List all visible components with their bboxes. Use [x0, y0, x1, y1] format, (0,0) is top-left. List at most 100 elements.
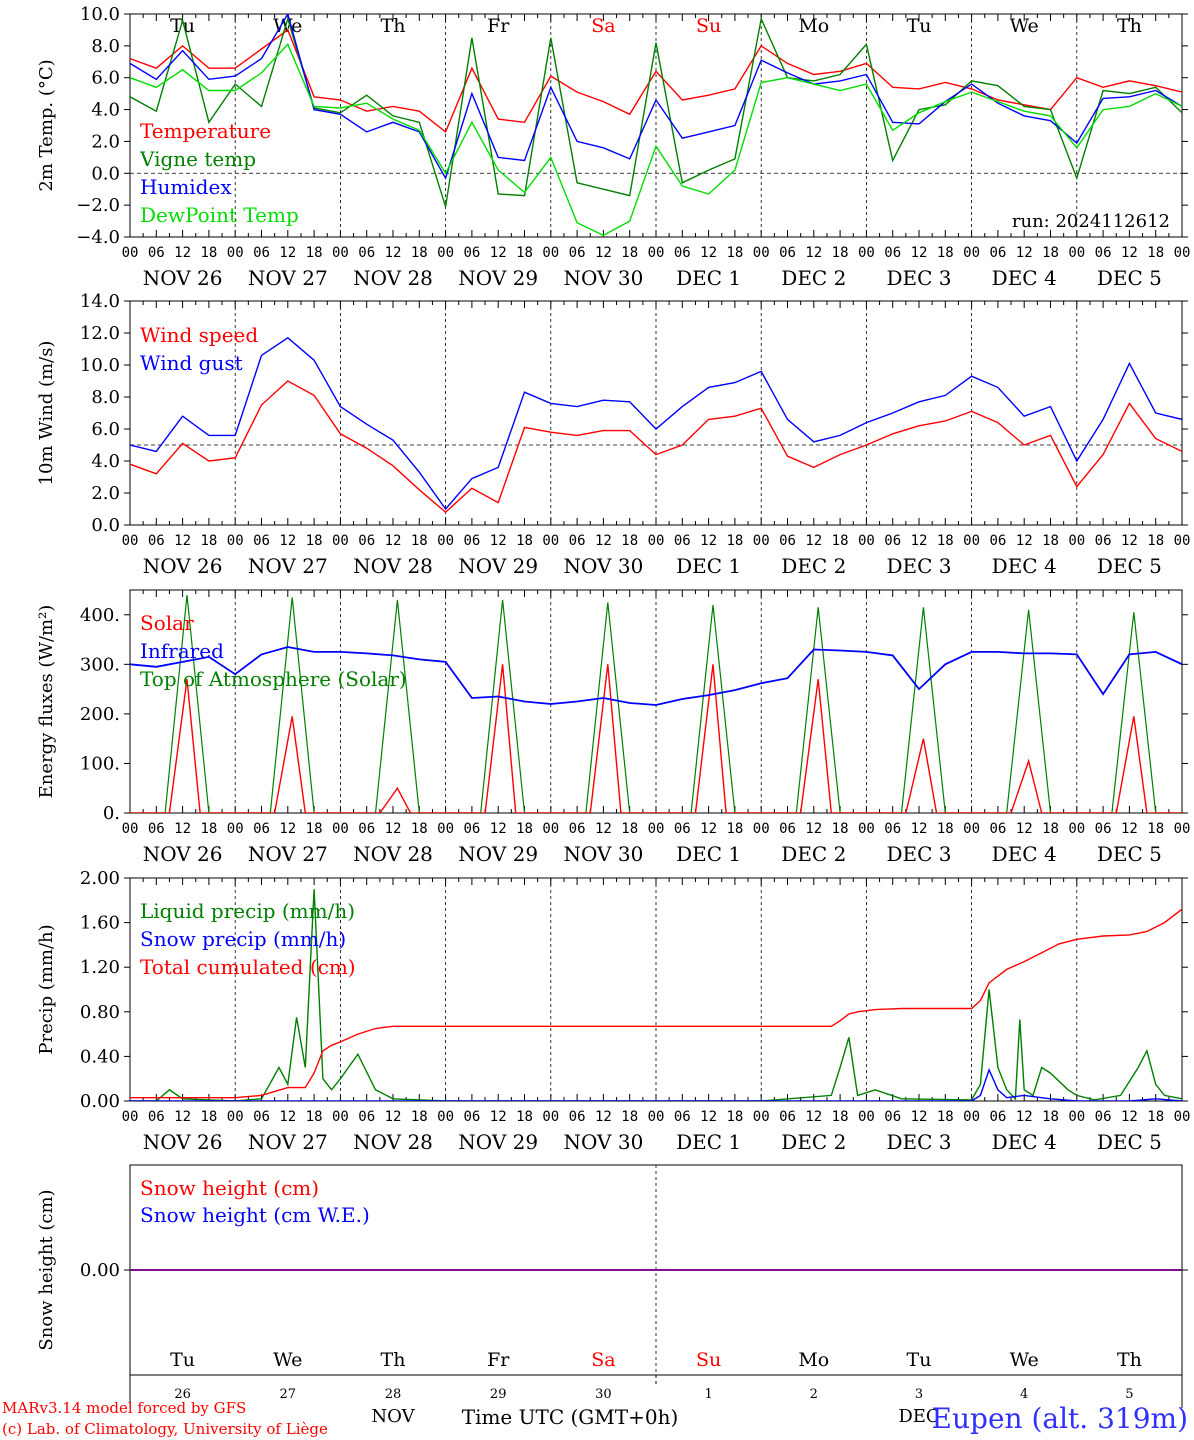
hour-tick-label: 00	[542, 1109, 559, 1125]
legend-entry: Vigne temp	[139, 147, 256, 171]
hour-tick-label: 00	[858, 1109, 875, 1125]
panel-precip: 2.00 1.60 1.20 0.80 0.40 0.00 Precip (mm/h) Liq…	[36, 868, 1190, 1154]
hour-tick-label: 12	[174, 1109, 191, 1125]
hour-tick-label: 18	[516, 245, 533, 261]
date-label: NOV 29	[458, 266, 538, 290]
hour-tick-label: 12	[174, 533, 191, 549]
date-label: DEC 2	[781, 842, 846, 866]
hour-tick-label: 18	[937, 533, 954, 549]
hour-tick-label: 00	[1068, 821, 1085, 837]
hour-tick-label: 06	[148, 533, 165, 549]
month-label: DEC	[898, 1406, 939, 1427]
hour-tick-label: 12	[174, 821, 191, 837]
hour-tick-label: 18	[200, 245, 217, 261]
hour-tick-label: 00	[963, 533, 980, 549]
hour-tick-label: 18	[200, 533, 217, 549]
hour-tick-label: 18	[1147, 821, 1164, 837]
y-tick-label: 8.0	[91, 387, 120, 408]
y-tick-label: 0.40	[80, 1046, 120, 1067]
hour-tick-label: 12	[1016, 245, 1033, 261]
hour-tick-label: 12	[595, 533, 612, 549]
hour-tick-label: 00	[332, 533, 349, 549]
hour-tick-label: 06	[989, 821, 1006, 837]
weekday-label: Tu	[907, 15, 932, 37]
hour-tick-label: 00	[1174, 533, 1191, 549]
legend-entry: Total cumulated (cm)	[140, 955, 356, 979]
bottom-weekday-label: Sa	[591, 1349, 615, 1371]
hour-tick-label: 18	[411, 1109, 428, 1125]
hour-tick-label: 06	[358, 533, 375, 549]
hour-tick-label: 06	[989, 533, 1006, 549]
bottom-day-number: 26	[174, 1387, 191, 1402]
hour-tick-label: 18	[306, 245, 323, 261]
weekday-label: Sa	[591, 15, 615, 37]
hour-tick-label: 06	[779, 821, 796, 837]
hour-tick-label: 18	[306, 1109, 323, 1125]
hour-tick-label: 06	[463, 821, 480, 837]
panel-frame	[129, 589, 1183, 814]
hour-tick-label: 06	[989, 245, 1006, 261]
hour-tick-label: 00	[542, 533, 559, 549]
hour-tick-label: 18	[621, 533, 638, 549]
hour-tick-label: 00	[227, 821, 244, 837]
hour-tick-label: 18	[1042, 1109, 1059, 1125]
hour-tick-label: 00	[122, 245, 139, 261]
hour-tick-label: 00	[227, 533, 244, 549]
hour-tick-label: 12	[279, 533, 296, 549]
y-tick-label: 6.0	[91, 68, 120, 89]
hour-tick-label: 18	[726, 1109, 743, 1125]
hour-tick-label: 06	[779, 245, 796, 261]
hour-tick-label: 18	[832, 1109, 849, 1125]
hour-tick-label: 12	[385, 821, 402, 837]
y-tick-label: 400.	[80, 605, 120, 626]
hour-tick-label: 06	[884, 533, 901, 549]
hour-tick-label: 12	[595, 1109, 612, 1125]
date-label: NOV 26	[143, 266, 223, 290]
hour-tick-label: 00	[1068, 245, 1085, 261]
hour-tick-label: 06	[463, 1109, 480, 1125]
bottom-weekday-label: Tu	[907, 1349, 932, 1371]
hour-tick-label: 06	[253, 1109, 270, 1125]
hour-tick-label: 18	[726, 821, 743, 837]
hour-tick-label: 00	[648, 1109, 665, 1125]
hour-tick-label: 18	[411, 821, 428, 837]
hour-tick-label: 00	[227, 1109, 244, 1125]
hour-tick-label: 00	[332, 1109, 349, 1125]
y-axis-label: 2m Temp. (°C)	[36, 59, 57, 191]
hour-tick-label: 18	[832, 245, 849, 261]
date-label: DEC 5	[1097, 842, 1162, 866]
date-label: NOV 26	[143, 1130, 223, 1154]
hour-tick-label: 12	[385, 245, 402, 261]
hour-tick-label: 12	[595, 245, 612, 261]
hour-tick-label: 00	[858, 533, 875, 549]
hour-tick-label: 00	[1174, 821, 1191, 837]
hour-tick-label: 00	[648, 245, 665, 261]
hour-tick-label: 06	[253, 245, 270, 261]
hour-tick-label: 12	[490, 1109, 507, 1125]
hour-tick-label: 00	[332, 821, 349, 837]
date-label: NOV 27	[248, 266, 328, 290]
hour-tick-label: 18	[411, 533, 428, 549]
hour-tick-label: 06	[884, 821, 901, 837]
y-tick-label: 8.0	[91, 36, 120, 57]
hour-tick-label: 06	[569, 245, 586, 261]
hour-tick-label: 18	[726, 245, 743, 261]
series-top-of-atmosphere	[130, 594, 1182, 813]
hour-tick-label: 06	[989, 1109, 1006, 1125]
y-tick-label: 0.00	[80, 1091, 120, 1112]
hour-tick-label: 12	[385, 533, 402, 549]
bottom-day-number: 5	[1125, 1387, 1133, 1402]
legend-entry: Humidex	[140, 175, 232, 199]
hour-tick-label: 12	[385, 1109, 402, 1125]
hour-tick-label: 18	[516, 533, 533, 549]
y-tick-label: 1.20	[80, 957, 120, 978]
series-dewpoint-temp	[130, 43, 1182, 237]
hour-tick-label: 06	[148, 1109, 165, 1125]
date-label: NOV 26	[143, 554, 223, 578]
y-tick-label: 4.0	[91, 100, 120, 121]
hour-tick-label: 18	[200, 821, 217, 837]
hour-tick-label: 12	[490, 245, 507, 261]
hour-tick-label: 00	[963, 1109, 980, 1125]
panel-snow: 0.00 Snow height (cm) Snow height (cm) Snow…	[36, 1164, 1188, 1427]
